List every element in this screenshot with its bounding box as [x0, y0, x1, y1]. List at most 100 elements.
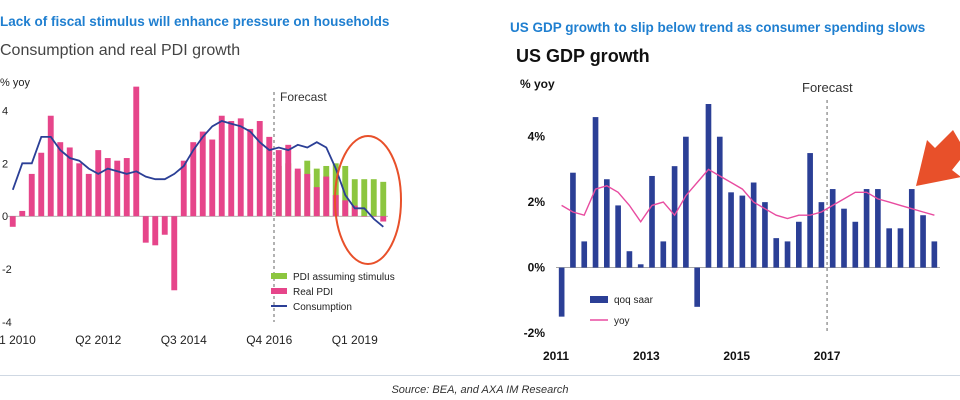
qoq-saar-bar — [762, 202, 768, 268]
left-x-tick-label: Q1 2019 — [332, 333, 378, 347]
real-pdi-bar — [85, 173, 92, 217]
real-pdi-bar — [66, 147, 73, 217]
qoq-saar-bar — [604, 179, 610, 268]
right-chart-title: US GDP growth — [516, 46, 650, 66]
qoq-saar-bar — [570, 172, 576, 268]
real-pdi-bar — [114, 160, 121, 217]
left-chart-panel: Lack of fiscal stimulus will enhance pre… — [0, 0, 470, 375]
qoq-saar-bar — [863, 189, 870, 268]
left-forecast-label: Forecast — [280, 90, 327, 104]
real-pdi-bar — [275, 150, 282, 217]
left-legend-swatch — [271, 273, 287, 279]
pdi-stimulus-bar — [380, 181, 387, 217]
highlight-circle — [334, 135, 402, 265]
left-x-tick-label: Q1 2010 — [0, 333, 36, 347]
qoq-saar-bar — [671, 166, 678, 268]
real-pdi-bar — [256, 121, 263, 217]
real-pdi-bar — [123, 158, 130, 217]
real-pdi-bar — [38, 152, 45, 217]
qoq-saar-bar — [637, 264, 644, 268]
left-y-axis-label: % yoy — [0, 77, 30, 89]
right-x-tick-label: 2013 — [633, 349, 660, 363]
qoq-saar-bar — [818, 202, 825, 268]
qoq-saar-bar — [739, 195, 746, 268]
real-pdi-bar — [209, 139, 216, 217]
left-x-tick-label: Q2 2012 — [75, 333, 121, 347]
right-x-tick-label: 2015 — [723, 349, 750, 363]
qoq-saar-bar — [773, 238, 780, 268]
right-y-tick-label: 4% — [528, 130, 546, 144]
right-y-axis-label: % yoy — [520, 77, 555, 91]
qoq-saar-bar — [841, 208, 847, 268]
consumption-pdi-chart: % yoy -4 -2 0 2 4 Forecast Q1 2010 Q2 2012 Q3 201… — [0, 77, 402, 347]
pdi-stimulus-bar — [342, 165, 349, 217]
left-legend-label: PDI assuming stimulus — [293, 272, 395, 283]
real-pdi-bar — [104, 158, 111, 217]
qoq-saar-bar — [581, 241, 588, 268]
left-y-tick-label: 2 — [2, 158, 8, 170]
footer-divider — [0, 375, 960, 376]
right-x-tick-label: 2017 — [814, 349, 841, 363]
right-chart-panel: US GDP growth to slip below trend as con… — [490, 0, 960, 375]
real-pdi-bar — [142, 216, 149, 243]
real-pdi-bar — [370, 216, 377, 217]
real-pdi-bar — [152, 216, 159, 246]
qoq-saar-bar — [796, 221, 802, 268]
real-pdi-bar — [228, 121, 235, 217]
pdi-stimulus-bar — [370, 179, 377, 217]
left-legend-label: Real PDI — [293, 287, 333, 298]
qoq-saar-bar — [886, 228, 892, 268]
right-headline: US GDP growth to slip below trend as con… — [510, 20, 926, 35]
right-legend-label: yoy — [614, 316, 630, 327]
real-pdi-bar — [294, 168, 301, 217]
real-pdi-bar — [323, 176, 330, 217]
qoq-saar-bar — [829, 189, 836, 268]
real-pdi-bar — [47, 115, 54, 217]
left-y-tick-label: -2 — [2, 264, 12, 276]
yoy-line — [561, 168, 935, 224]
consumption-line — [11, 120, 384, 228]
pdi-stimulus-bar — [351, 179, 358, 217]
real-pdi-bar — [304, 173, 311, 217]
left-y-tick-label: -4 — [2, 317, 12, 329]
qoq-saar-bar — [807, 153, 813, 268]
real-pdi-bar — [9, 216, 16, 227]
real-pdi-bar — [28, 173, 35, 217]
qoq-saar-bar — [592, 117, 599, 268]
qoq-saar-bar — [694, 267, 700, 307]
real-pdi-bar — [218, 115, 225, 217]
qoq-saar-bar — [875, 189, 881, 268]
real-pdi-bar — [342, 200, 349, 217]
qoq-saar-bar — [615, 205, 621, 268]
right-x-tick-label: 2011 — [543, 349, 569, 363]
real-pdi-bar — [57, 142, 64, 217]
right-y-tick-label: -2% — [524, 326, 546, 340]
real-pdi-bar — [266, 136, 273, 217]
left-headline: Lack of fiscal stimulus will enhance pre… — [0, 14, 390, 29]
left-chart-title: Consumption and real PDI growth — [0, 42, 241, 59]
real-pdi-bar — [361, 216, 368, 217]
real-pdi-bar — [190, 142, 197, 217]
left-y-tick-label: 4 — [2, 105, 8, 117]
pdi-stimulus-bar — [361, 179, 368, 217]
left-x-tick-label: Q3 2014 — [161, 333, 207, 347]
qoq-saar-bar — [897, 228, 904, 268]
qoq-saar-bar — [660, 241, 667, 268]
real-pdi-bar — [313, 187, 320, 217]
source-note: Source: BEA, and AXA IM Research — [391, 384, 569, 396]
qoq-saar-bar — [908, 189, 915, 268]
qoq-saar-bar — [649, 175, 655, 268]
right-legend-swatch — [590, 296, 608, 303]
right-legend-label: qoq saar — [614, 295, 654, 306]
left-legend-swatch — [271, 288, 287, 294]
qoq-saar-bar — [683, 136, 689, 268]
qoq-saar-bar — [931, 241, 938, 268]
qoq-saar-bar — [920, 215, 926, 268]
qoq-saar-bar — [705, 104, 712, 268]
real-pdi-bar — [380, 216, 387, 222]
real-pdi-bar — [351, 205, 358, 217]
real-pdi-bar — [95, 150, 102, 217]
real-pdi-bar — [237, 118, 244, 217]
qoq-saar-bar — [626, 251, 633, 268]
qoq-saar-bar — [784, 241, 791, 268]
